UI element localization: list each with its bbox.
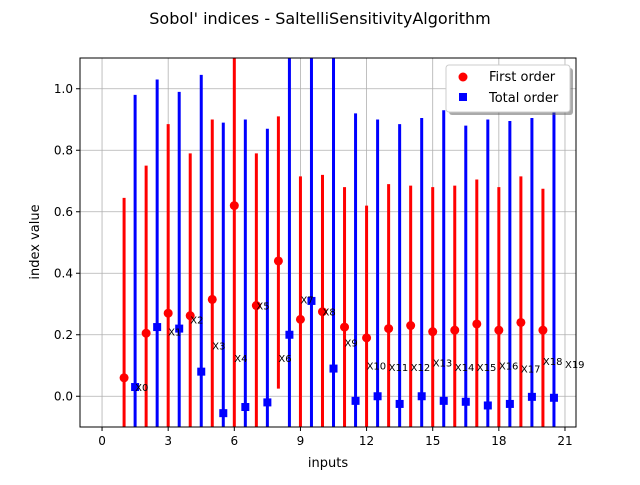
total-order-point-7	[285, 330, 294, 339]
y-tick-label-5: 1.0	[54, 82, 73, 96]
total-order-point-17	[505, 399, 514, 408]
first-order-point-13	[406, 321, 416, 331]
first-order-point-2	[163, 308, 173, 318]
legend-total-order-label: Total order	[488, 91, 559, 106]
first-order-point-8	[295, 314, 305, 324]
total-order-point-15	[461, 397, 470, 406]
x-tick-label-3: 9	[297, 434, 305, 448]
first-order-point-16	[472, 319, 482, 329]
variable-label-3: X3	[212, 342, 225, 353]
x-tick-label-0: 0	[98, 434, 106, 448]
chart-title: Sobol' indices - SaltelliSensitivityAlgo…	[149, 9, 490, 28]
variable-label-4: X4	[234, 354, 247, 365]
variable-label-5: X5	[256, 302, 269, 313]
x-tick-label-6: 18	[491, 434, 506, 448]
first-order-point-7	[273, 256, 283, 266]
ticks: 0 3 6 9 12 15 18 21 0.0 0.2 0.4 0.6 0.8 1.0	[54, 82, 573, 448]
variable-label-13: X13	[433, 358, 453, 369]
x-tick-label-1: 3	[164, 434, 172, 448]
y-tick-label-1: 0.2	[54, 328, 73, 342]
first-order-point-3	[185, 311, 195, 321]
x-tick-label-2: 6	[230, 434, 238, 448]
x-tick-label-7: 21	[557, 434, 572, 448]
total-order-point-13	[417, 392, 426, 401]
first-order-point-4	[207, 294, 217, 304]
y-axis-label: index value	[28, 204, 43, 279]
total-order-point-11	[373, 392, 382, 401]
first-order-point-14	[428, 327, 438, 337]
total-order-point-8	[307, 296, 316, 305]
total-order-point-9	[329, 364, 338, 373]
first-order-point-18	[516, 317, 526, 327]
variable-label-14: X14	[455, 363, 475, 374]
first-order-point-1	[141, 328, 151, 338]
total-order-point-12	[395, 399, 404, 408]
variable-label-17: X17	[521, 365, 541, 376]
variable-label-12: X12	[411, 363, 431, 374]
y-tick-label-0: 0.0	[54, 389, 73, 403]
variable-label-16: X16	[499, 362, 519, 373]
first-order-point-10	[340, 322, 350, 332]
y-tick-label-2: 0.4	[54, 266, 73, 280]
legend-first-order-marker	[458, 72, 468, 82]
variable-label-19: X19	[565, 360, 585, 371]
first-order-point-6	[251, 301, 261, 311]
variable-label-10: X10	[367, 362, 387, 373]
variable-label-11: X11	[389, 363, 409, 374]
x-axis-label: inputs	[308, 456, 348, 471]
variable-label-9: X9	[345, 338, 358, 349]
legend-total-order-marker	[459, 93, 467, 101]
total-order-point-19	[549, 393, 558, 402]
total-order-point-18	[527, 392, 536, 401]
y-tick-label-4: 0.8	[54, 143, 73, 157]
variable-label-2: X2	[190, 315, 203, 326]
first-order-point-12	[384, 324, 394, 334]
axes-frame	[79, 57, 577, 428]
variable-label-8: X8	[322, 308, 335, 319]
total-order-point-0	[131, 383, 140, 392]
variable-label-0: X0	[135, 383, 148, 394]
first-order-point-11	[362, 333, 372, 343]
total-order-point-3	[197, 367, 206, 376]
total-order-point-6	[263, 398, 272, 407]
total-order-point-1	[153, 323, 162, 332]
first-order-point-0	[119, 373, 129, 383]
variable-label-1: X1	[168, 328, 181, 339]
legend-first-order-label: First order	[489, 70, 556, 85]
variable-label-15: X15	[477, 363, 497, 374]
x-tick-label-4: 12	[359, 434, 374, 448]
total-order-point-16	[483, 401, 492, 410]
legend: First order Total order	[445, 64, 573, 115]
x-tick-label-5: 15	[425, 434, 440, 448]
total-order-point-5	[241, 403, 250, 412]
first-order-point-15	[450, 325, 460, 335]
first-order-point-5	[229, 201, 239, 211]
first-order-point-17	[494, 325, 504, 335]
first-order-point-9	[317, 307, 327, 317]
y-tick-label-3: 0.6	[54, 205, 73, 219]
variable-label-7: X7	[300, 295, 313, 306]
total-order-point-4	[219, 409, 228, 418]
total-order-point-2	[175, 324, 184, 333]
variable-label-18: X18	[543, 357, 563, 368]
variable-label-6: X6	[278, 354, 291, 365]
total-order-point-10	[351, 396, 360, 405]
legend-box	[445, 64, 571, 113]
first-order-point-19	[538, 325, 548, 335]
total-order-point-14	[439, 396, 448, 405]
